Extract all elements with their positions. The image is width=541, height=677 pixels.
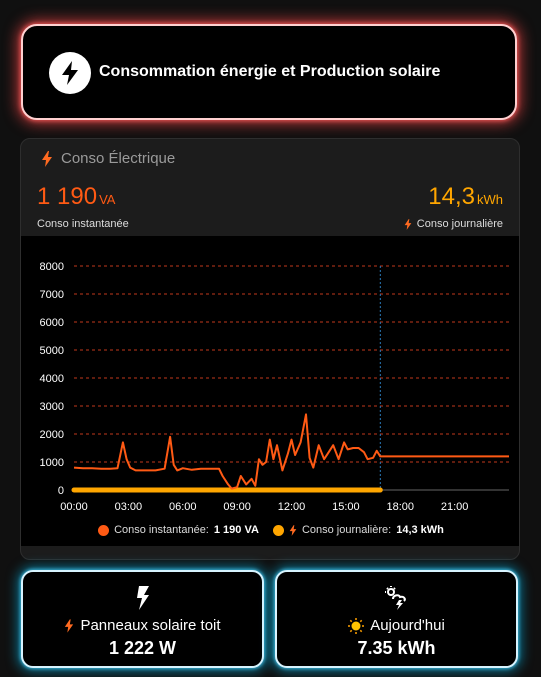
weather-partly-lightning-icon [277, 586, 516, 610]
flash-icon [289, 524, 297, 536]
y-tick-label: 5000 [40, 345, 64, 357]
instant-unit: VA [99, 192, 116, 207]
instant-value: 1 190 [37, 183, 98, 210]
y-tick-label: 1000 [40, 457, 64, 469]
card-title: Conso Électrique [61, 150, 176, 167]
tile-aujourdhui[interactable]: Aujourd'hui 7.35 kWh [275, 570, 518, 668]
card-header: Conso Électrique [41, 150, 175, 167]
y-tick-label: 0 [58, 485, 64, 497]
x-tick-label: 15:00 [332, 501, 360, 513]
daily-value: 14,3 [428, 183, 475, 210]
x-tick-label: 06:00 [169, 501, 197, 513]
x-tick-label: 18:00 [386, 501, 414, 513]
legend-daily-value: 14,3 kWh [396, 524, 444, 536]
legend-instant-label: Conso instantanée: [114, 524, 209, 536]
x-tick-label: 03:00 [115, 501, 143, 513]
y-tick-label: 7000 [40, 289, 64, 301]
conso-electrique-card[interactable]: Conso Électrique 1 190 VA Conso instantan… [20, 138, 520, 560]
daily-value-row: 14,3 kWh [404, 183, 503, 211]
series-line-conso-instantanee [73, 413, 509, 490]
flash-icon [404, 218, 412, 230]
tile-panneaux-solaire[interactable]: Panneaux solaire toit 1 222 W [21, 570, 264, 668]
page-title: Consommation énergie et Production solai… [99, 63, 441, 80]
y-tick-label: 3000 [40, 401, 64, 413]
tile-solar-label: Panneaux solaire toit [80, 617, 221, 634]
flash-icon [42, 150, 52, 167]
x-tick-label: 09:00 [223, 501, 251, 513]
header-card[interactable]: Consommation énergie et Production solai… [21, 24, 517, 120]
tile-today-label: Aujourd'hui [370, 617, 445, 634]
flash-icon [65, 618, 74, 633]
chart-svg: 0 1000 2000 3000 4000 5000 6000 7000 8000 00:00 03… [40, 261, 509, 513]
daily-unit: kWh [477, 192, 503, 207]
chart-legend: Conso instantanée: 1 190 VA Conso journa… [21, 524, 519, 536]
consumption-chart[interactable]: 0 1000 2000 3000 4000 5000 6000 7000 8000 00:00 03… [21, 236, 519, 546]
x-tick-label: 00:00 [60, 501, 88, 513]
flash-circle-icon [49, 52, 91, 94]
conso-journaliere-stat[interactable]: 14,3 kWh Conso journalière [404, 183, 503, 230]
legend-item-instant[interactable]: Conso instantanée: 1 190 VA [98, 524, 259, 536]
y-tick-label: 8000 [40, 261, 64, 273]
legend-instant-value: 1 190 VA [213, 524, 259, 536]
flash-icon [23, 586, 262, 610]
legend-daily-label: Conso journalière: [301, 524, 392, 536]
y-tick-label: 4000 [40, 373, 64, 385]
sun-icon [348, 617, 365, 634]
daily-label: Conso journalière [416, 218, 503, 230]
instant-label: Conso instantanée [37, 218, 129, 230]
tile-today-value: 7.35 kWh [357, 638, 436, 658]
y-tick-label: 2000 [40, 429, 64, 441]
conso-instantanee-stat[interactable]: 1 190 VA Conso instantanée [37, 183, 129, 230]
x-tick-label: 21:00 [441, 501, 469, 513]
legend-dot-daily [272, 524, 284, 536]
y-tick-label: 6000 [40, 317, 64, 329]
tile-solar-value: 1 222 W [108, 638, 177, 658]
legend-item-daily[interactable]: Conso journalière: 14,3 kWh [272, 524, 444, 536]
x-tick-label: 12:00 [278, 501, 306, 513]
legend-dot-instant [98, 524, 110, 536]
instant-value-row: 1 190 VA [37, 183, 129, 211]
